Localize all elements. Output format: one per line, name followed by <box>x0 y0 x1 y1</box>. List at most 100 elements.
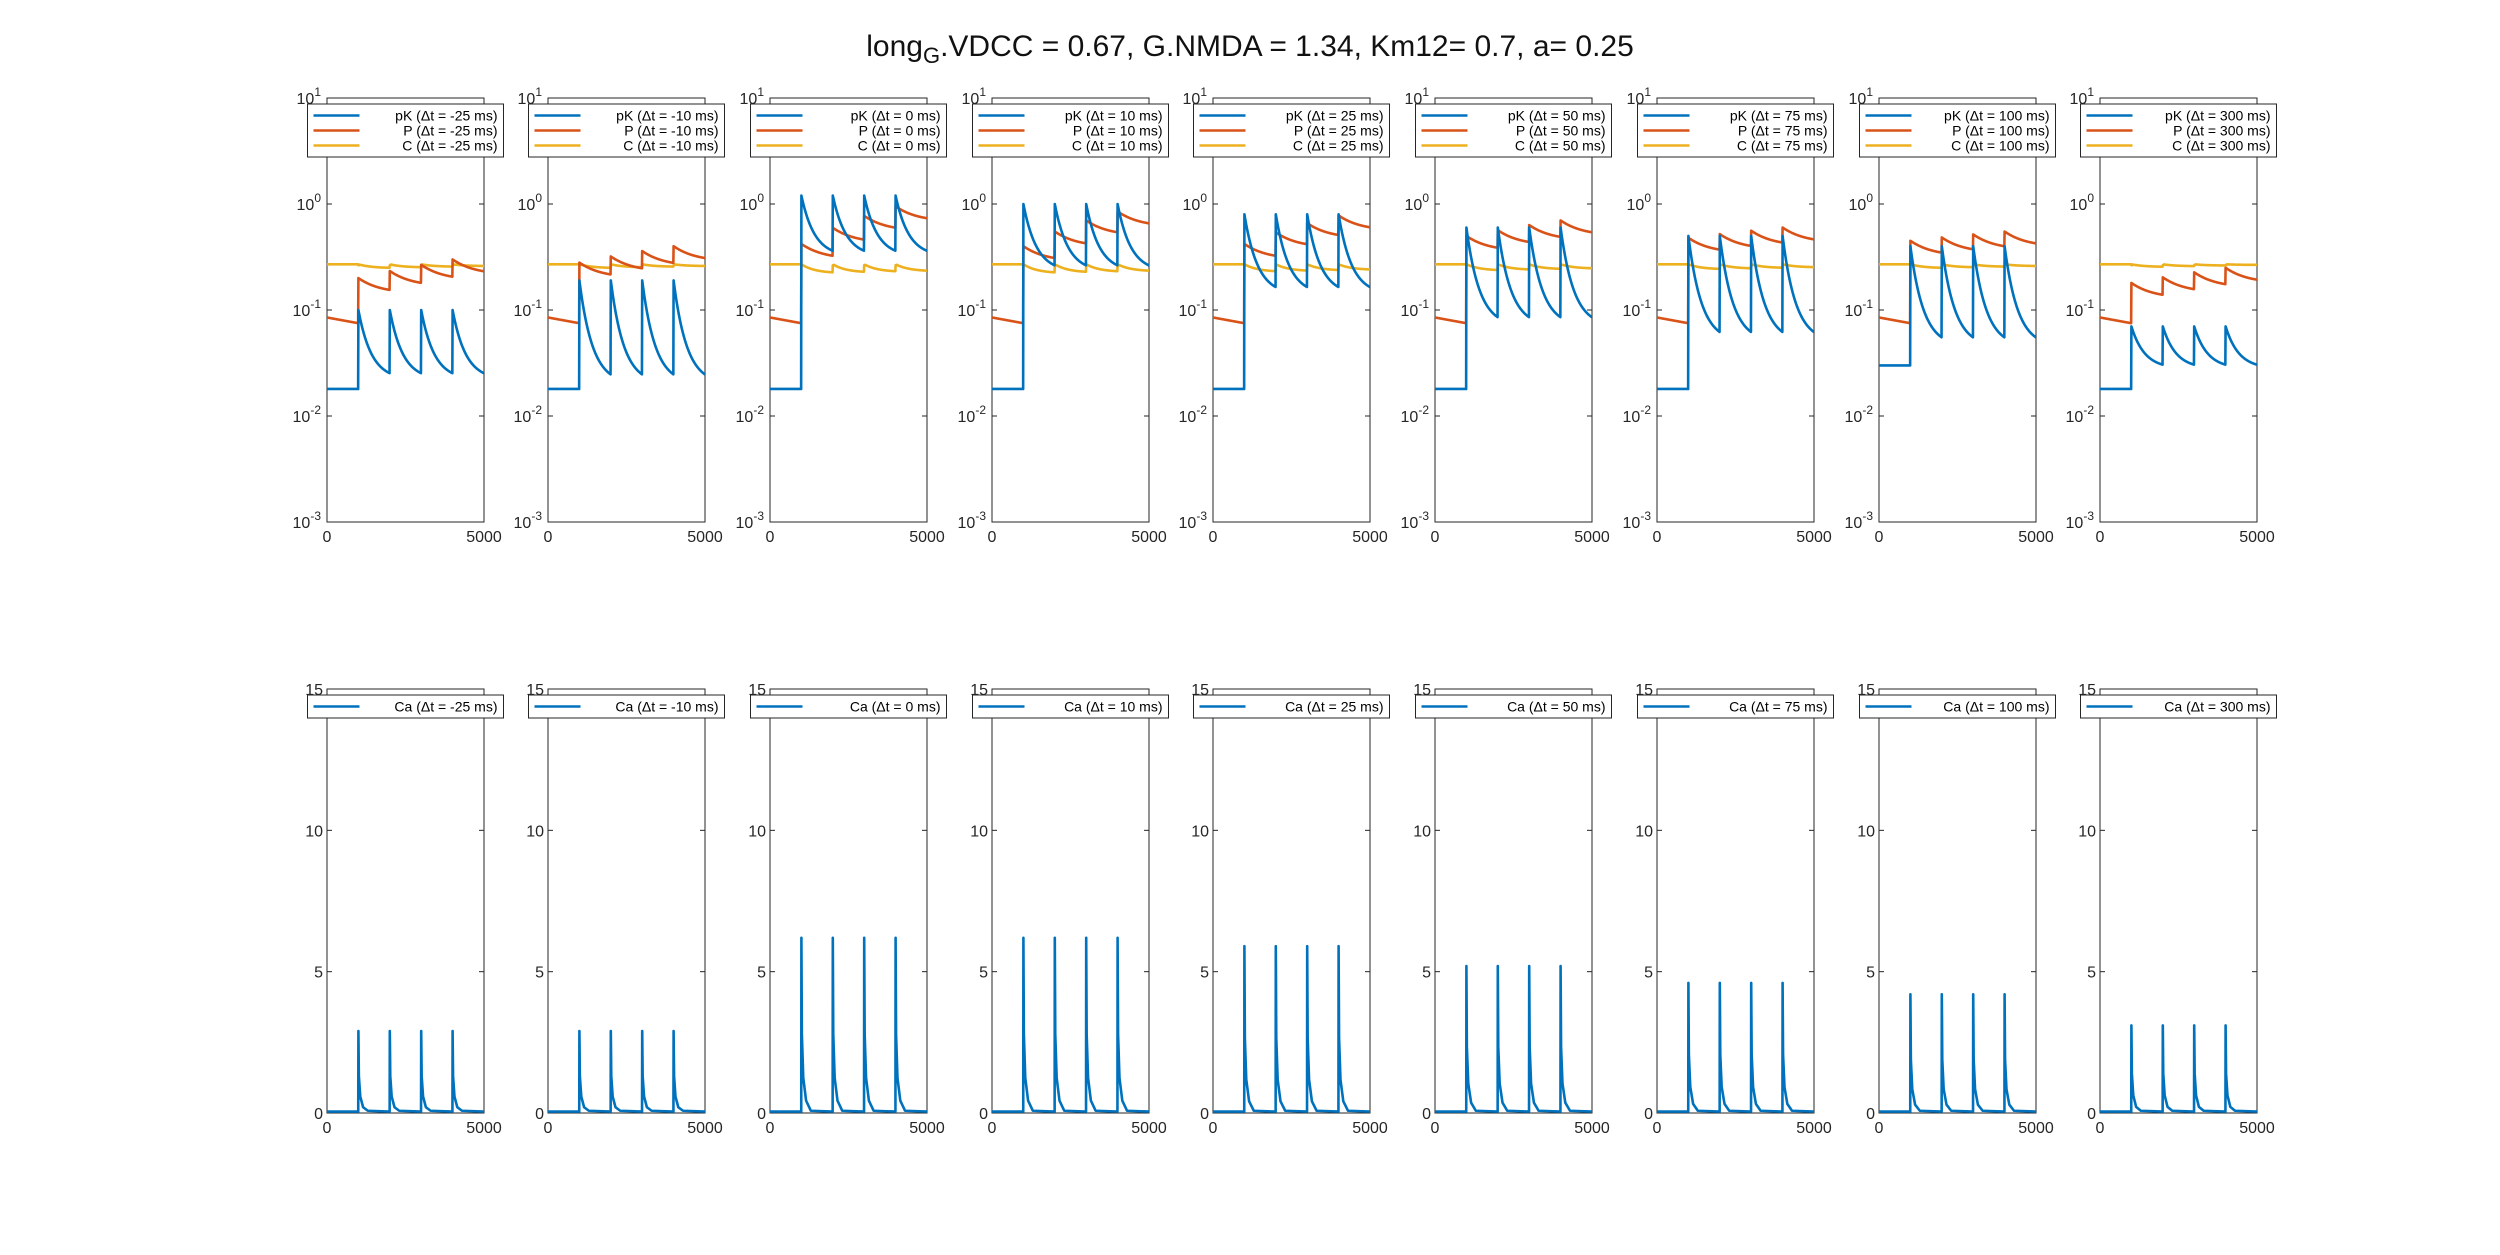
y-tick-label: 10-1 <box>514 297 543 320</box>
series-line-pK <box>1213 212 1370 391</box>
y-tick-label: 10-1 <box>736 297 765 320</box>
series-line-P <box>1657 226 1814 325</box>
y-tick-label: 100 <box>962 191 987 214</box>
y-tick-label: 100 <box>1183 191 1208 214</box>
legend-label: P (Δt = 75 ms) <box>1738 123 1828 139</box>
y-tick-label: 10-2 <box>1401 403 1430 426</box>
axes-box <box>1878 97 2037 523</box>
series-line-P <box>2100 266 2257 325</box>
legend-label: C (Δt = -25 ms) <box>402 138 497 154</box>
legend: Ca (Δt = 75 ms) <box>1637 694 1834 719</box>
axes-box <box>991 97 1150 523</box>
series-line-P <box>327 258 484 325</box>
series-group <box>1879 230 2036 367</box>
series-line-C <box>548 262 705 270</box>
legend-label: P (Δt = 25 ms) <box>1294 123 1384 139</box>
y-tick-label: 100 <box>518 191 543 214</box>
legend-label: Ca (Δt = -25 ms) <box>394 699 497 715</box>
series-group <box>2100 1024 2257 1113</box>
series-line-C <box>1657 262 1814 271</box>
y-tick-label: 10-1 <box>958 297 987 320</box>
series-line-pK <box>327 308 484 391</box>
axes-box <box>547 97 706 523</box>
series-line-pK <box>1879 244 2036 367</box>
y-tick-label: 100 <box>740 191 765 214</box>
legend: pK (Δt = 10 ms)P (Δt = 10 ms)C (Δt = 10 … <box>972 103 1169 158</box>
axes-box <box>769 97 928 523</box>
series-line-Ca <box>1879 992 2036 1113</box>
x-tick-label: 0 <box>1431 529 1440 546</box>
x-tick-label: 0 <box>988 529 997 546</box>
y-tick-label: 100 <box>2070 191 2095 214</box>
x-tick-label: 5000 <box>2239 529 2275 546</box>
series-group <box>992 936 1149 1113</box>
y-tick-label: 10 <box>526 823 544 840</box>
legend: Ca (Δt = -25 ms) <box>307 694 504 719</box>
legend: Ca (Δt = -10 ms) <box>528 694 725 719</box>
x-tick-label: 0 <box>988 1120 997 1137</box>
series-line-P <box>1879 230 2036 325</box>
figure-title: longG.VDCC = 0.67, G.NMDA = 1.34, Km12= … <box>0 30 2500 69</box>
y-tick-label: 5 <box>979 965 988 982</box>
x-tick-label: 0 <box>1875 529 1884 546</box>
legend-label: pK (Δt = -25 ms) <box>395 108 497 124</box>
y-tick-label: 10-2 <box>514 403 543 426</box>
legend-label: Ca (Δt = 25 ms) <box>1285 699 1383 715</box>
legend-box <box>1415 694 1612 719</box>
axes-box <box>991 688 1150 1114</box>
y-tick-label: 10-3 <box>1179 509 1208 532</box>
series-group <box>1879 992 2036 1113</box>
x-tick-label: 5000 <box>466 529 502 546</box>
title-rest: .VDCC = 0.67, G.NMDA = 1.34, Km12= 0.7, … <box>940 30 1634 63</box>
series-line-Ca <box>2100 1024 2257 1113</box>
series-line-P <box>1213 214 1370 325</box>
x-tick-label: 0 <box>1209 1120 1218 1137</box>
x-tick-label: 5000 <box>1796 529 1832 546</box>
axes-box <box>547 688 706 1114</box>
legend-label: pK (Δt = -10 ms) <box>616 108 718 124</box>
y-tick-label: 10-2 <box>1179 403 1208 426</box>
series-line-C <box>2100 262 2257 268</box>
series-group <box>992 202 1149 391</box>
series-line-Ca <box>992 936 1149 1113</box>
legend-label: pK (Δt = 100 ms) <box>1944 108 2049 124</box>
legend-box <box>750 694 947 719</box>
x-tick-label: 5000 <box>1131 1120 1167 1137</box>
legend-label: Ca (Δt = 100 ms) <box>1943 699 2049 715</box>
y-tick-label: 5 <box>1644 965 1653 982</box>
x-tick-label: 5000 <box>2239 1120 2275 1137</box>
y-tick-label: 10-1 <box>2066 297 2095 320</box>
x-tick-label: 5000 <box>466 1120 502 1137</box>
x-tick-label: 0 <box>323 529 332 546</box>
series-line-pK <box>1657 234 1814 391</box>
legend-label: pK (Δt = 0 ms) <box>851 108 941 124</box>
y-tick-label: 10-1 <box>1845 297 1874 320</box>
legend-label: Ca (Δt = 10 ms) <box>1064 699 1162 715</box>
x-tick-label: 5000 <box>687 529 723 546</box>
legend: Ca (Δt = 300 ms) <box>2080 694 2277 719</box>
y-tick-label: 0 <box>1200 1106 1209 1123</box>
legend: Ca (Δt = 10 ms) <box>972 694 1169 719</box>
legend-label: Ca (Δt = 300 ms) <box>2164 699 2270 715</box>
series-line-P <box>548 244 705 325</box>
y-tick-label: 0 <box>1866 1106 1875 1123</box>
legend-box <box>1637 694 1834 719</box>
series-group <box>1435 964 1592 1113</box>
series-line-C <box>770 262 927 274</box>
x-tick-label: 5000 <box>909 1120 945 1137</box>
y-tick-label: 10 <box>2078 823 2096 840</box>
x-tick-label: 5000 <box>687 1120 723 1137</box>
axes-box <box>769 688 928 1114</box>
legend: Ca (Δt = 25 ms) <box>1193 694 1390 719</box>
y-tick-label: 10-2 <box>2066 403 2095 426</box>
y-tick-label: 10 <box>305 823 323 840</box>
y-tick-label: 10-2 <box>1623 403 1652 426</box>
series-line-pK <box>2100 325 2257 391</box>
legend: pK (Δt = 50 ms)P (Δt = 50 ms)C (Δt = 50 … <box>1415 103 1612 158</box>
y-tick-label: 10-3 <box>1845 509 1874 532</box>
